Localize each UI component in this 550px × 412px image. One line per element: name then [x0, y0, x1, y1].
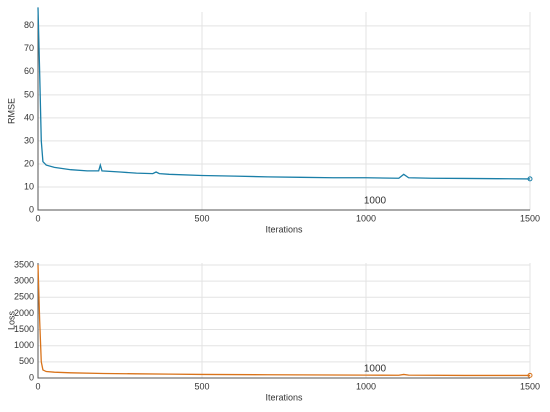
- x-tick-label: 1000: [356, 213, 376, 223]
- y-axis-label: Loss: [6, 310, 16, 330]
- y-tick-label: 500: [19, 356, 34, 366]
- x-tick-label: 1000: [356, 381, 376, 391]
- y-tick-label: 2000: [14, 308, 34, 318]
- y-tick-label: 1500: [14, 324, 34, 334]
- y-tick-label: 30: [24, 135, 34, 145]
- axes: [37, 12, 530, 211]
- annotation: 1000: [364, 364, 387, 375]
- y-axis-label: RMSE: [6, 98, 16, 124]
- y-tick-label: 2500: [14, 292, 34, 302]
- x-tick-label: 500: [194, 213, 209, 223]
- end-marker: [527, 372, 533, 378]
- y-tick-label: 70: [24, 43, 34, 53]
- x-axis-label: Iterations: [265, 224, 303, 234]
- x-tick-label: 500: [194, 381, 209, 391]
- x-tick-label: 0: [35, 381, 40, 391]
- y-tick-label: 0: [29, 204, 34, 214]
- y-tick-label: 40: [24, 112, 34, 122]
- line: [37, 264, 530, 377]
- y-tick-label: 3000: [14, 275, 34, 285]
- y-tick-label: 1000: [14, 340, 34, 350]
- y-tick-label: 80: [24, 20, 34, 30]
- plot-area: [38, 263, 530, 378]
- end-marker: [527, 176, 533, 182]
- annotation: 1000: [364, 196, 387, 207]
- y-tick-label: 20: [24, 158, 34, 168]
- y-tick-label: 60: [24, 66, 34, 76]
- y-tick-label: 10: [24, 181, 34, 191]
- y-tick-label: 3500: [14, 259, 34, 269]
- axes: [37, 263, 530, 379]
- x-axis-label: Iterations: [265, 392, 303, 402]
- line: [37, 7, 531, 180]
- y-tick-label: 50: [24, 89, 34, 99]
- x-tick-label: 1500: [520, 381, 540, 391]
- plot-area: [38, 12, 530, 210]
- x-tick-label: 0: [35, 213, 40, 223]
- x-tick-label: 1500: [520, 213, 540, 223]
- y-tick-label: 0: [29, 372, 34, 382]
